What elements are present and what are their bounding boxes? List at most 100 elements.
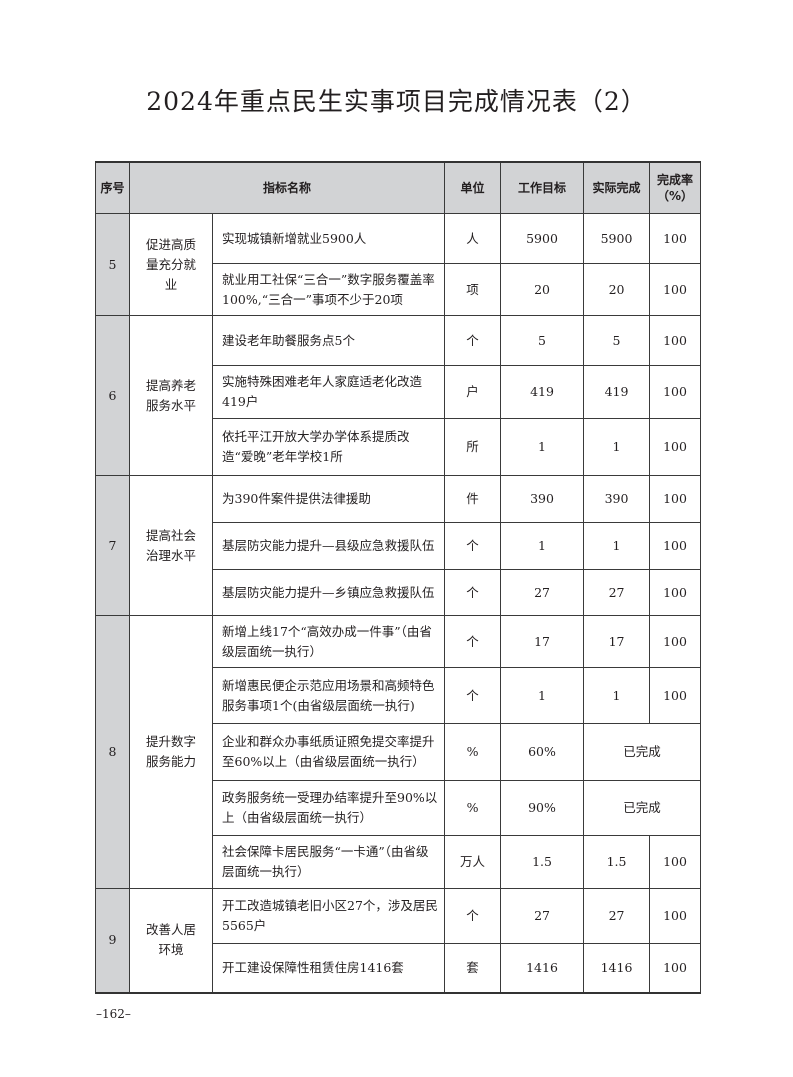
indicator-name: 就业用工社保“三合一”数字服务覆盖率100%,“三合一”事项不少于20项	[211, 263, 446, 316]
unit: 套	[444, 943, 502, 993]
completion-table: 序号 指标名称 单位 工作目标 实际完成 完成率（%） 5 促进高质量充分就业 实现…	[95, 161, 702, 994]
work-target: 1.5	[500, 835, 585, 889]
indicator-name: 为390件案件提供法律援助	[211, 475, 446, 523]
completion-rate: 100	[649, 475, 702, 523]
table-row: 5 促进高质量充分就业 实现城镇新增就业5900人人 5900 5900 100	[95, 213, 702, 316]
actual-completion: 1	[583, 522, 651, 570]
indicator-name: 新增惠民便企示范应用场景和高频特色服务事项1个(由省级层面统一执行)	[211, 667, 446, 724]
completion-rate: 100	[649, 835, 702, 889]
header-rate: 完成率（%）	[649, 161, 702, 214]
table-row: 政务服务统一受理办结率提升至90%以上（由省级层面统一执行）% 90% 已完成	[96, 780, 702, 836]
table-row: 基层防灾能力提升—乡镇应急救援队伍个 27 27 100	[96, 569, 702, 616]
completion-rate: 100	[649, 888, 702, 944]
indicator-name: 实施特殊困难老年人家庭适老化改造419户	[211, 365, 446, 419]
indicator-name: 新增上线17个“高效办成一件事”（由省级层面统一执行）	[211, 615, 446, 668]
indicator-name: 建设老年助餐服务点5个	[211, 315, 446, 366]
table-row: 7 提高社会治理水平 为390件案件提供法律援助件 390 390 100	[95, 475, 702, 616]
work-target: 1	[500, 522, 585, 570]
row-category: 改善人居环境	[129, 888, 213, 993]
actual-completion: 5900	[583, 213, 651, 264]
actual-completion: 27	[583, 888, 651, 944]
unit: 户	[444, 365, 502, 419]
unit: 个	[444, 888, 502, 944]
actual-completion: 1	[583, 418, 651, 476]
unit: 个	[444, 315, 502, 366]
actual-completion: 1.5	[583, 835, 651, 889]
table-row: 实施特殊困难老年人家庭适老化改造419户户 419 419 100	[96, 365, 702, 419]
work-target: 60%	[500, 723, 585, 781]
header-seq: 序号	[95, 161, 130, 214]
row-seq: 6	[95, 315, 130, 476]
actual-completion: 17	[583, 615, 651, 668]
unit: 项	[444, 263, 502, 316]
header-name: 指标名称	[128, 161, 446, 214]
indicator-name: 基层防灾能力提升—乡镇应急救援队伍	[211, 569, 446, 616]
indicator-name: 开工改造城镇老旧小区27个，涉及居民5565户	[211, 888, 446, 944]
row-category: 提高社会治理水平	[129, 475, 213, 616]
unit: 万人	[444, 835, 502, 889]
header-actual: 实际完成	[583, 161, 651, 214]
actual-completion: 419	[583, 365, 651, 419]
indicator-name: 社会保障卡居民服务“一卡通”（由省级层面统一执行）	[211, 835, 446, 889]
actual-completion: 5	[583, 315, 651, 366]
actual-completion: 20	[583, 263, 651, 316]
actual-completion: 27	[583, 569, 651, 616]
completion-rate: 100	[649, 365, 702, 419]
indicator-name: 实现城镇新增就业5900人	[211, 213, 446, 264]
work-target: 27	[500, 888, 585, 944]
work-target: 20	[500, 263, 585, 316]
actual-completion: 390	[583, 475, 651, 523]
completion-status: 已完成	[583, 723, 702, 781]
work-target: 17	[500, 615, 585, 668]
work-target: 5	[500, 315, 585, 366]
indicator-name: 企业和群众办事纸质证照免提交率提升至60%以上（由省级层面统一执行）	[211, 723, 446, 781]
completion-rate: 100	[649, 263, 702, 316]
work-target: 1416	[500, 943, 585, 993]
completion-rate: 100	[649, 615, 702, 668]
table-row: 基层防灾能力提升—县级应急救援队伍个 1 1 100	[96, 522, 702, 570]
indicator-name: 基层防灾能力提升—县级应急救援队伍	[211, 522, 446, 570]
row-seq: 9	[95, 888, 130, 993]
work-target: 390	[500, 475, 585, 523]
completion-rate: 100	[649, 213, 702, 264]
table-row: 开工建设保障性租赁住房1416套套 1416 1416 100	[96, 943, 702, 993]
table-row: 企业和群众办事纸质证照免提交率提升至60%以上（由省级层面统一执行）% 60% 已完…	[96, 723, 702, 781]
completion-rate: 100	[649, 667, 702, 724]
row-seq: 5	[95, 213, 130, 316]
actual-completion: 1416	[583, 943, 651, 993]
row-seq: 8	[95, 615, 130, 889]
table-row: 8 提升数字服务能力 新增上线17个“高效办成一件事”（由省级层面统一执行）个 17 1…	[95, 615, 702, 889]
completion-status: 已完成	[583, 780, 702, 836]
indicator-name: 依托平江开放大学办学体系提质改造“爱晚”老年学校1所	[211, 418, 446, 476]
page-title: 2024年重点民生实事项目完成情况表（2）	[146, 87, 647, 116]
row-category: 提高养老服务水平	[129, 315, 213, 476]
work-target: 5900	[500, 213, 585, 264]
completion-rate: 100	[649, 522, 702, 570]
actual-completion: 1	[583, 667, 651, 724]
unit: %	[444, 780, 502, 836]
completion-rate: 100	[649, 315, 702, 366]
unit: 个	[444, 569, 502, 616]
work-target: 27	[500, 569, 585, 616]
header-target: 工作目标	[500, 161, 585, 214]
completion-rate: 100	[649, 569, 702, 616]
header-unit: 单位	[444, 161, 502, 214]
row-category: 提升数字服务能力	[129, 615, 213, 889]
unit: 个	[444, 667, 502, 724]
unit: 所	[444, 418, 502, 476]
work-target: 419	[500, 365, 585, 419]
completion-rate: 100	[649, 943, 702, 993]
unit: %	[444, 723, 502, 781]
work-target: 1	[500, 667, 585, 724]
header-row: 序号 指标名称 单位 工作目标 实际完成 完成率（%）	[95, 161, 702, 214]
table-row: 就业用工社保“三合一”数字服务覆盖率100%,“三合一”事项不少于20项项 20 2…	[96, 263, 702, 316]
indicator-name: 政务服务统一受理办结率提升至90%以上（由省级层面统一执行）	[211, 780, 446, 836]
table-row: 依托平江开放大学办学体系提质改造“爱晚”老年学校1所所 1 1 100	[96, 418, 702, 476]
indicator-name: 开工建设保障性租赁住房1416套	[211, 943, 446, 993]
unit: 个	[444, 522, 502, 570]
table-row: 新增惠民便企示范应用场景和高频特色服务事项1个(由省级层面统一执行) 个 1 1 100	[96, 667, 702, 724]
unit: 个	[444, 615, 502, 668]
row-seq: 7	[95, 475, 130, 616]
unit: 件	[444, 475, 502, 523]
page-number: –162–	[96, 1007, 131, 1021]
